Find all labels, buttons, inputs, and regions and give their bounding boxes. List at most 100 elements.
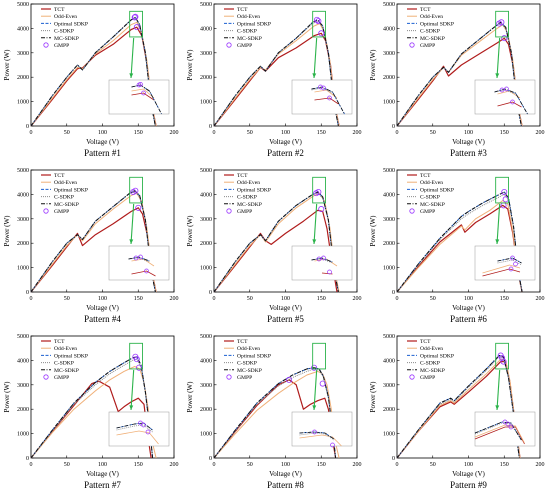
- inset-series-line: [494, 88, 528, 115]
- y-axis-label: Power (W): [186, 381, 194, 413]
- inset-series-line: [116, 424, 153, 433]
- y-axis-label: Power (W): [369, 381, 377, 413]
- legend-label: Odd-Even: [420, 346, 443, 352]
- legend-label: MC-SDKP: [54, 36, 79, 42]
- inset-gmpp-marker: [318, 84, 323, 90]
- legend-label: GMPP: [420, 43, 435, 49]
- legend-label: MC-SDKP: [420, 202, 445, 208]
- legend-label: GMPP: [237, 209, 252, 215]
- series-line-mc-sdkp: [30, 356, 154, 459]
- inset-gmpp-marker: [133, 255, 139, 261]
- x-tick-label: 150: [134, 296, 143, 302]
- inset-series-line: [474, 426, 525, 445]
- legend-label: TCT: [420, 339, 431, 345]
- series-line-mc-sdkp: [213, 19, 339, 127]
- gmpp-marker: [499, 354, 506, 361]
- zoom-arrow: [130, 203, 135, 245]
- x-tick-label: 0: [30, 462, 33, 468]
- y-tick-label: 5000: [383, 2, 395, 8]
- legend-label: C-SDKP: [420, 195, 440, 201]
- x-tick-label: 200: [536, 130, 545, 136]
- legend-label: GMPP: [54, 209, 69, 215]
- gmpp-marker: [132, 187, 139, 194]
- y-axis-label: Power (W): [369, 49, 377, 81]
- legend-marker: [43, 208, 49, 214]
- y-tick-label: 1000: [200, 432, 212, 438]
- legend-label: TCT: [54, 7, 65, 13]
- x-tick-label: 50: [247, 130, 253, 136]
- legend-label: TCT: [420, 7, 431, 13]
- y-tick-label: 4000: [383, 358, 395, 364]
- inset-box: [108, 245, 170, 281]
- y-tick-label: 4000: [17, 26, 29, 32]
- y-tick-label: 1000: [383, 432, 395, 438]
- legend-label: GMPP: [54, 43, 69, 49]
- y-tick-label: 0: [392, 290, 395, 296]
- inset-gmpp-marker: [144, 268, 149, 274]
- inset-box: [108, 411, 170, 447]
- legend-label: Odd-Even: [54, 180, 77, 186]
- x-tick-label: 200: [170, 130, 179, 136]
- series-line-odd-even: [213, 23, 340, 127]
- legend-marker: [226, 208, 232, 214]
- inset-series-line: [482, 268, 521, 277]
- zoom-box: [129, 10, 143, 38]
- chart-title: Pattern #5: [267, 314, 304, 324]
- y-tick-label: 5000: [17, 2, 29, 8]
- legend-label: MC-SDKP: [237, 36, 262, 42]
- legend-marker: [226, 42, 232, 48]
- legend-label: TCT: [54, 339, 65, 345]
- chart-title: Pattern #4: [84, 314, 121, 324]
- y-axis-label: Power (W): [3, 215, 11, 247]
- gmpp-marker: [315, 18, 322, 25]
- y-tick-label: 5000: [383, 334, 395, 340]
- x-tick-label: 200: [536, 296, 545, 302]
- zoom-arrow-head: [312, 239, 317, 244]
- y-tick-label: 3000: [200, 217, 212, 223]
- gmpp-marker: [318, 30, 325, 37]
- gmpp-marker: [315, 188, 322, 195]
- y-tick-label: 1000: [17, 100, 29, 106]
- legend-label: TCT: [54, 173, 65, 179]
- legend-label: Odd-Even: [54, 346, 77, 352]
- legend-label: Optimal SDKP: [237, 21, 271, 27]
- y-tick-label: 1000: [17, 432, 29, 438]
- y-tick-label: 1000: [200, 266, 212, 272]
- legend-label: C-SDKP: [420, 29, 440, 35]
- x-tick-label: 50: [64, 296, 70, 302]
- inset-gmpp-marker: [504, 86, 509, 92]
- chart-panel-3: 0 50 100 150 200010002000300040005000Voltage…: [369, 2, 545, 158]
- legend-label: Optimal SDKP: [237, 353, 271, 359]
- inset-series-line: [497, 257, 522, 264]
- zoom-box: [312, 176, 326, 204]
- series-line-mc-sdkp: [396, 191, 523, 293]
- y-axis-label: Power (W): [3, 49, 11, 81]
- legend-label: MC-SDKP: [420, 36, 445, 42]
- y-tick-label: 1000: [383, 266, 395, 272]
- zoom-arrow-head: [312, 73, 317, 78]
- chart-title: Pattern #6: [450, 314, 487, 324]
- chart-title: Pattern #9: [450, 480, 487, 490]
- inset-series-line: [311, 86, 345, 115]
- inset-series-line: [482, 264, 521, 274]
- y-tick-label: 2000: [200, 407, 212, 413]
- legend-label: Optimal SDKP: [420, 21, 454, 27]
- inset-series-line: [128, 256, 150, 262]
- y-tick-label: 1000: [383, 100, 395, 106]
- zoom-arrow-head: [495, 73, 500, 78]
- inset-gmpp-marker: [510, 99, 515, 105]
- legend-label: Optimal SDKP: [54, 187, 88, 193]
- inset-series-line: [116, 430, 159, 445]
- gmpp-marker: [319, 380, 326, 387]
- x-tick-label: 200: [353, 296, 362, 302]
- zoom-arrow: [130, 37, 135, 79]
- x-tick-label: 200: [353, 462, 362, 468]
- inset-gmpp-marker: [510, 255, 515, 261]
- legend-label: Optimal SDKP: [54, 21, 88, 27]
- zoom-arrow: [496, 369, 501, 411]
- y-tick-label: 3000: [200, 383, 212, 389]
- series-line-c-sdkp: [396, 193, 523, 293]
- legend-label: TCT: [237, 7, 248, 13]
- zoom-arrow: [313, 37, 318, 79]
- x-tick-label: 50: [430, 462, 436, 468]
